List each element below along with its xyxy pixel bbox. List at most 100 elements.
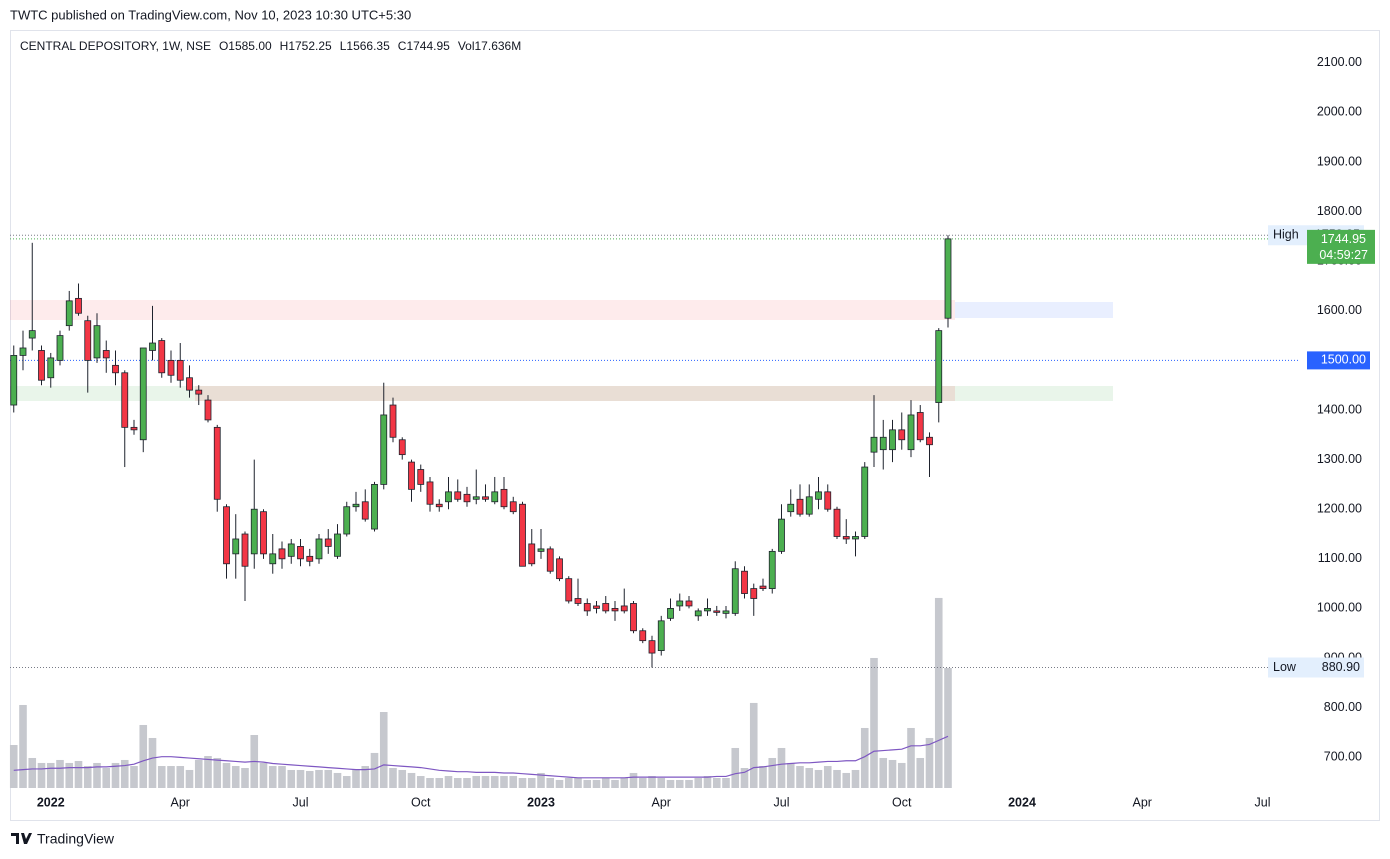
- candle-body: [130, 426, 138, 431]
- candle-body: [315, 538, 323, 560]
- publish-header: TWTC published on TradingView.com, Nov 1…: [10, 7, 411, 22]
- x-tick-label: Apr: [171, 795, 190, 809]
- volume-bar: [120, 759, 129, 788]
- x-tick-label: Jul: [774, 795, 790, 809]
- volume-bar: [870, 657, 878, 788]
- x-tick-label: Apr: [1133, 795, 1152, 809]
- candle-body: [611, 608, 619, 612]
- candle-body: [491, 491, 499, 503]
- candle-body: [306, 555, 314, 562]
- volume-bar: [916, 757, 925, 788]
- candle-body: [445, 491, 452, 503]
- candle-body: [186, 377, 193, 391]
- volume-bar: [555, 779, 564, 788]
- x-tick-label: 2023: [527, 795, 555, 809]
- last-price-badge: [1307, 229, 1375, 264]
- candle-body: [241, 533, 249, 567]
- candle-body: [926, 436, 933, 446]
- last-price-value: 1744.95: [1321, 232, 1366, 246]
- volume-bar: [453, 777, 462, 788]
- volume-bar: [675, 779, 684, 788]
- candle-body: [685, 600, 693, 607]
- candle-body: [861, 466, 869, 537]
- volume-bar: [379, 711, 388, 788]
- volume-bar: [564, 777, 573, 788]
- volume-bar: [56, 759, 64, 788]
- candle-body: [84, 320, 92, 361]
- projection-zone: [955, 302, 1113, 318]
- volume-bar: [583, 779, 592, 788]
- candle-body: [722, 610, 730, 614]
- candle-body: [278, 548, 286, 560]
- y-tick-label: 2000.00: [1317, 105, 1362, 119]
- volume-bar: [398, 769, 407, 788]
- y-tick-label: 1100.00: [1318, 551, 1362, 565]
- volume-bar: [500, 776, 508, 788]
- volume-bar: [546, 777, 555, 788]
- volume-bar: [148, 737, 157, 788]
- candle-body: [139, 347, 147, 441]
- candle-body: [602, 603, 610, 612]
- candle-body: [704, 608, 711, 612]
- legend-title: CENTRAL DEPOSITORY, 1W, NSE: [20, 39, 211, 53]
- x-tick-label: Oct: [411, 795, 431, 809]
- candle-body: [907, 414, 915, 451]
- volume-bar: [37, 762, 46, 788]
- x-tick-label: 2024: [1008, 795, 1036, 809]
- volume-bar: [574, 777, 582, 788]
- volume-layer: [9, 597, 952, 788]
- candle-body: [389, 404, 397, 438]
- candle-body: [768, 550, 776, 589]
- volume-bar: [740, 767, 749, 788]
- price-layer: [10, 234, 1300, 669]
- volume-bar: [786, 762, 795, 788]
- legend: CENTRAL DEPOSITORY, 1W, NSE O1585.00 H1752…: [20, 39, 521, 53]
- volume-bar: [796, 766, 804, 788]
- candle-body: [556, 558, 563, 580]
- candle-body: [75, 297, 82, 314]
- volume-bar: [712, 777, 721, 788]
- volume-bar: [925, 737, 934, 788]
- legend-value: Vol17.636M: [458, 39, 521, 53]
- volume-bar: [361, 766, 370, 788]
- volume-bar: [28, 757, 37, 788]
- label-layer: High1752.25Low880.901500.001744.9504:59:…: [1268, 225, 1375, 678]
- volume-bar: [879, 757, 888, 788]
- candle-body: [65, 300, 73, 327]
- volume-bar: [527, 777, 536, 788]
- low-badge: [1268, 657, 1364, 678]
- candle-body: [121, 372, 129, 428]
- volume-bar: [194, 759, 203, 788]
- candle-body: [787, 503, 795, 513]
- volume-bar: [287, 769, 296, 788]
- candle-body: [112, 364, 119, 374]
- volume-bar: [130, 766, 138, 788]
- volume-bar: [851, 769, 860, 788]
- candle-body: [815, 491, 822, 500]
- candle-body: [842, 536, 850, 540]
- candle-body: [583, 603, 591, 612]
- volume-bar: [407, 772, 416, 788]
- candle-body: [371, 484, 378, 530]
- candle-body: [334, 533, 341, 557]
- candle-body: [223, 506, 230, 565]
- volume-bar: [638, 777, 647, 788]
- volume-bar: [74, 760, 83, 788]
- volume-bar: [601, 777, 610, 788]
- volume-bar: [648, 776, 656, 788]
- candle-body: [380, 414, 388, 485]
- volume-bar: [657, 777, 666, 788]
- x-tick-label: Jul: [293, 795, 309, 809]
- volume-bar: [370, 752, 379, 788]
- support-zone-overlay: [195, 386, 955, 401]
- candle-body: [500, 488, 508, 508]
- candle-body: [713, 610, 721, 613]
- candle-body: [297, 546, 304, 560]
- legend-value: O1585.00: [219, 39, 272, 53]
- volume-bar: [102, 767, 111, 788]
- candle-body: [537, 548, 545, 552]
- candle-body: [287, 543, 295, 557]
- volume-bar: [204, 756, 212, 788]
- candle-body: [546, 548, 554, 572]
- y-tick-label: 1900.00: [1317, 154, 1362, 168]
